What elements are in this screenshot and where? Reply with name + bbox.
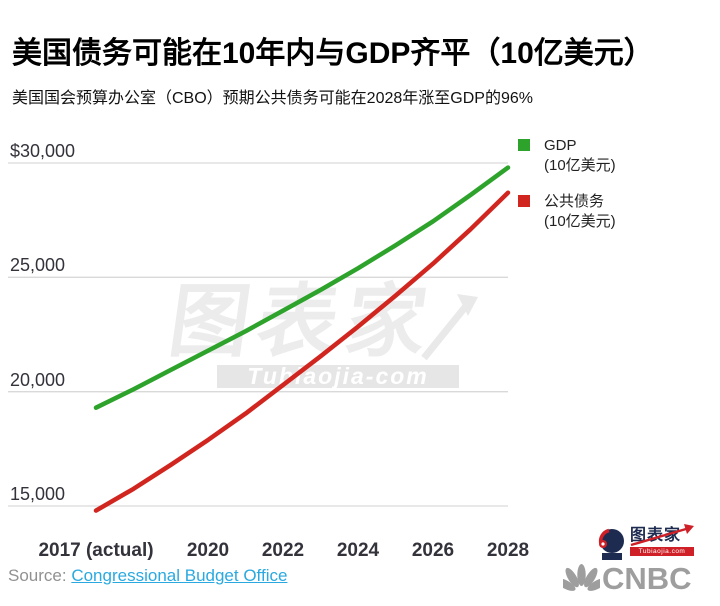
- tubiaojia-logo-text: 图表家: [630, 527, 682, 544]
- legend-label-debt: 公共债务: [544, 193, 605, 210]
- x-tick-label: 2026: [411, 540, 455, 561]
- y-tick-label: 20,000: [10, 370, 66, 390]
- y-tick-label: 15,000: [10, 484, 66, 504]
- watermark-arrowhead-icon: [457, 294, 478, 316]
- y-tick-label: 25,000: [10, 255, 66, 275]
- x-tick-label: 2017 (actual): [38, 540, 154, 561]
- legend-unit-debt: (10亿美元): [544, 213, 616, 230]
- watermark-text: 图表家: [163, 277, 441, 366]
- legend-item-debt: 公共债务 (10亿美元): [518, 192, 616, 232]
- cnbc-logo: CNBC: [563, 562, 692, 596]
- cnbc-peacock-icon: [563, 564, 600, 591]
- legend-swatch-gdp: [518, 139, 530, 151]
- cnbc-logo-text: CNBC: [602, 561, 692, 596]
- legend-unit-gdp: (10亿美元): [544, 157, 616, 174]
- legend-swatch-debt: [518, 195, 530, 207]
- source-prefix: Source:: [8, 566, 67, 585]
- tubiaojia-logo: 图表家 Tubiaojia.com: [596, 524, 694, 560]
- x-tick-label: 2028: [486, 540, 530, 561]
- tubiaojia-banner: Tubiaojia.com: [630, 547, 694, 556]
- source-link[interactable]: Congressional Budget Office: [71, 566, 288, 585]
- page-title: 美国债务可能在10年内与GDP齐平（10亿美元）: [12, 37, 654, 71]
- page-subtitle: 美国国会预算办公室（CBO）预期公共债务可能在2028年涨至GDP的96%: [12, 90, 533, 107]
- source-line: Source: Congressional Budget Office: [8, 566, 287, 586]
- x-tick-label: 2022: [261, 540, 305, 561]
- legend-item-gdp: GDP (10亿美元): [518, 136, 616, 176]
- x-tick-label: 2020: [186, 540, 230, 561]
- x-tick-label: 2024: [336, 540, 380, 561]
- tubiaojia-arrow-icon: [630, 524, 694, 547]
- tubiaojia-head-icon: [598, 528, 624, 560]
- watermark-url-band: Tubiaojia-com: [217, 365, 459, 388]
- y-tick-label: $30,000: [10, 141, 76, 161]
- legend-label-gdp: GDP: [544, 137, 577, 154]
